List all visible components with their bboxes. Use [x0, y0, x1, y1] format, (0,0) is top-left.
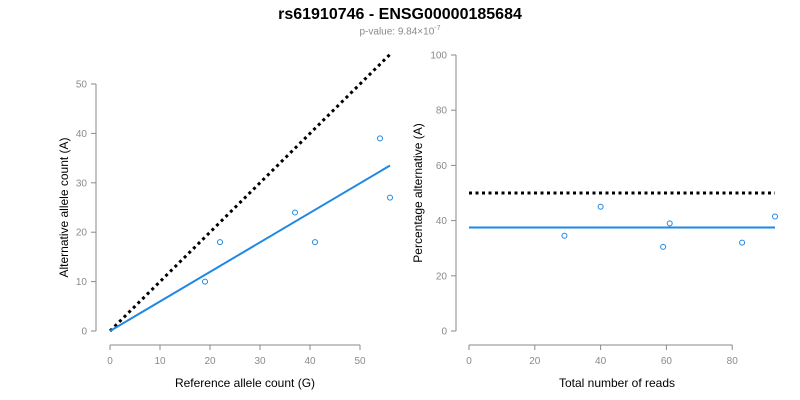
- y-tick-label: 40: [436, 216, 448, 227]
- x-tick-label: 50: [354, 356, 366, 367]
- p-value-label: p-value: 9.84×10: [359, 26, 435, 38]
- x-tick-label: 30: [254, 356, 266, 367]
- y-tick-label: 0: [81, 327, 87, 338]
- x-tick-label: 20: [529, 356, 541, 367]
- reference-line: [108, 53, 392, 333]
- x-tick-label: 40: [595, 356, 607, 367]
- x-tick-label: 80: [727, 356, 739, 367]
- data-point: [312, 239, 318, 246]
- data-point: [597, 203, 604, 210]
- chart-subtitle: p-value: 9.84×10-7: [0, 25, 800, 37]
- y-tick-label: 20: [436, 271, 448, 282]
- x-tick-label: 0: [466, 356, 472, 367]
- data-point: [660, 243, 667, 250]
- x-tick-label: 10: [154, 356, 166, 367]
- x-tick-label: 60: [661, 356, 673, 367]
- x-tick-label: 20: [204, 356, 216, 367]
- data-point: [202, 278, 208, 285]
- y-tick-label: 30: [76, 178, 88, 189]
- data-point: [387, 194, 393, 201]
- fit-line: [109, 164, 391, 332]
- y-tick-label: 60: [436, 161, 448, 172]
- y-tick-label: 0: [441, 327, 447, 338]
- x-axis-title: Reference allele count (G): [175, 376, 315, 390]
- data-point: [217, 239, 223, 246]
- data-point: [666, 220, 673, 227]
- x-tick-label: 0: [107, 356, 113, 367]
- data-point: [739, 239, 746, 246]
- data-point: [772, 213, 778, 220]
- y-tick-label: 10: [76, 277, 88, 288]
- y-axis-title: Alternative allele count (A): [57, 137, 71, 277]
- data-point: [292, 209, 298, 216]
- data-point: [561, 232, 568, 239]
- y-tick-label: 40: [76, 129, 88, 140]
- plot-panel-2: 0 20 40 60 80 0 20 40 60 80 100 Total number of rea…: [411, 51, 778, 390]
- plot-panel-1: 0 10 20 30 40 50 0 10 20 30 40 50 Reference allele c…: [57, 53, 393, 390]
- data-point: [377, 135, 383, 142]
- p-value-exponent: -7: [434, 25, 441, 32]
- x-tick-label: 40: [304, 356, 316, 367]
- y-tick-label: 20: [76, 228, 88, 239]
- y-tick-label: 50: [76, 80, 88, 91]
- y-axis-title: Percentage alternative (A): [411, 123, 425, 262]
- chart-title: rs61910746 - ENSG00000185684: [278, 6, 522, 23]
- y-tick-label: 80: [436, 106, 448, 117]
- x-axis-title: Total number of reads: [559, 376, 675, 390]
- y-tick-label: 100: [430, 51, 447, 62]
